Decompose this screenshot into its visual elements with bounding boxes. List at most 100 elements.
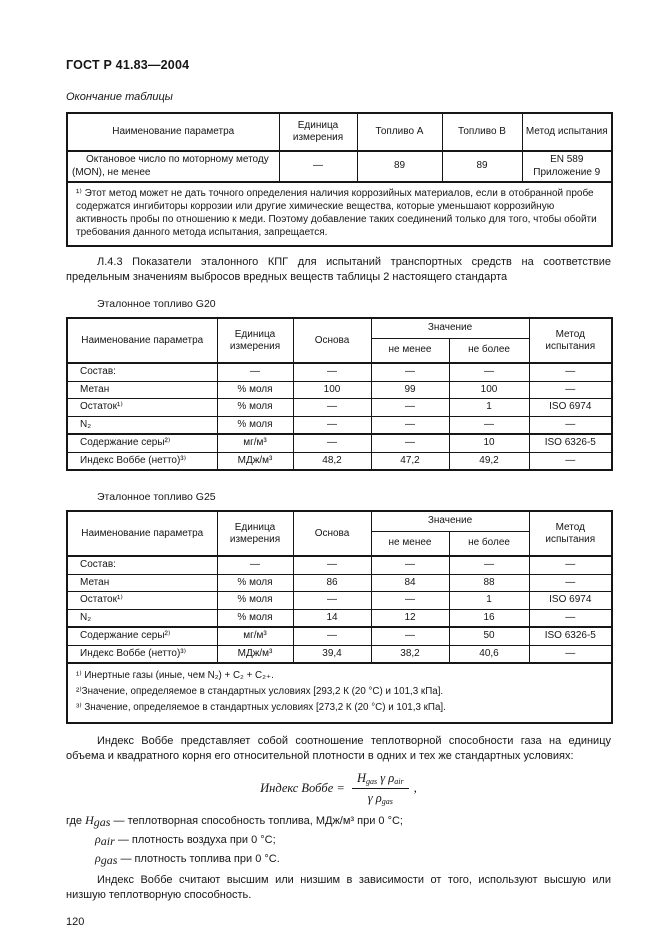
table-row: Индекс Воббе (нетто)³⁾ МДж/м³ 48,2 47,2 49,2… [66,451,613,471]
table-row: N₂% моля 14 12 16— [66,608,613,628]
column-header-unit: Единица измерения [216,510,294,557]
formula-denominator: γ ρgas [352,789,409,806]
column-header-value: Значение [370,317,530,339]
column-header-method: Метод испытания [528,510,613,557]
definition-symbol: H [85,813,94,827]
g25-table-footnotes: ¹⁾ Инертные газы (иные, чем N₂) + С₂ + С… [66,662,613,724]
table-caption-g25: Эталонное топливо G25 [97,491,216,503]
column-header-fuel-a: Топливо А [356,112,443,152]
table-cell: — [528,608,613,628]
table-cell: EN 589 Приложение 9 [521,150,613,183]
table-cell: — [448,415,530,435]
table-row: N₂% моля — — — — [66,415,613,435]
table-cell: — [292,398,372,417]
definition-line: ρgas — плотность топлива при 0 °С. [66,850,611,869]
table-cell: 100 [292,380,372,399]
table-cell: 1 [448,398,530,417]
formula-fraction: Hgas γ ρair γ ρgas [351,771,409,806]
table-cell: Состав: [66,362,218,382]
formula-lhs: Индекс Воббе [260,781,334,795]
column-header-basis: Основа [292,510,372,557]
table-cell: Индекс Воббе (нетто)³⁾ [66,644,218,664]
g25-table: Наименование параметра Единица измерения… [66,510,614,724]
column-header-fuel-b: Топливо В [441,112,523,152]
table-cell: 47,2 [370,451,450,471]
table-cell: 99 [370,380,450,399]
table-cell: — [292,626,372,646]
table-cell: — [528,362,613,382]
table-row: Содержание серы²⁾ мг/м³ — —50 ISO 6326-5 [66,626,613,646]
definition-subscript: air [100,834,115,848]
table-footnote: ¹⁾ Этот метод может не дать точного опре… [66,181,613,247]
formula-equals: = [336,781,345,795]
table-cell: ISO 6326-5 [528,433,613,453]
column-header-param: Наименование параметра [66,112,280,152]
g20-table-header: Наименование параметра Единица измерения… [66,317,613,364]
table-continuation-label: Окончание таблицы [66,91,173,103]
formula-comma: , [413,781,417,795]
table-cell: N₂ [66,608,218,628]
table-cell: % моля [216,573,294,592]
formula-subscript: gas [381,797,393,806]
table-footnote: ²⁾Значение, определяемое в стандартных у… [76,686,444,697]
column-header-max: не более [448,530,530,557]
table-cell: Состав: [66,555,218,575]
column-header-min: не менее [370,337,450,364]
table-cell: — [370,626,450,646]
table-cell: — [278,150,358,183]
definition-text: — теплотворная способность топлива, МДж/… [113,815,403,827]
table-row: Состав: — — — — — [66,555,613,575]
table-cell: МДж/м³ [216,644,294,664]
table-cell: 16 [448,608,530,628]
table-cell: 89 [441,150,523,183]
definition-text: — плотность воздуха при 0 °С; [117,834,276,846]
table-cell: 49,2 [448,451,530,471]
table-cell: 40,6 [448,644,530,664]
column-header-unit: Единица измерения [216,317,294,364]
table-cell: — [292,415,372,435]
formula-numerator: Hgas γ ρair [351,771,409,789]
table-cell: мг/м³ [216,626,294,646]
table-footnote: ¹⁾ Инертные газы (иные, чем N₂) + С₂ + С… [76,670,274,681]
table-footnote: ³⁾ Значение, определяемое в стандартных … [76,702,446,713]
table-cell: — [448,555,530,575]
table-cell: 12 [370,608,450,628]
table-footnote-cell: ¹⁾ Инертные газы (иные, чем N₂) + С₂ + С… [66,662,613,724]
table-cell: — [528,555,613,575]
column-header-unit: Единица измерения [278,112,358,152]
wobbe-closing-paragraph: Индекс Воббе считают высшим или низшим в… [66,874,611,901]
formula-subscript: air [394,777,404,786]
table-cell: 10 [448,433,530,453]
table-caption-g20: Эталонное топливо G20 [97,298,216,310]
table-cell: 100 [448,380,530,399]
table-cell: — [448,362,530,382]
formula-term: γ ρ [367,791,382,805]
column-header-basis: Основа [292,317,372,364]
table-cell: % моля [216,608,294,628]
column-header-value: Значение [370,510,530,532]
definition-line: ρair — плотность воздуха при 0 °С; [66,831,611,850]
table-cell: Октановое число по моторному методу (MON… [66,150,280,183]
formula-subscript: gas [365,777,378,786]
formula-definitions: где Hgas — теплотворная способность топл… [66,812,611,869]
definition-subscript: gas [100,853,118,867]
table-cell: 84 [370,573,450,592]
g20-table: Наименование параметра Единица измерения… [66,317,614,471]
definition-line: где Hgas — теплотворная способность топл… [66,812,611,831]
table-cell: Содержание серы²⁾ [66,433,218,453]
table-cell: Остаток¹⁾ [66,398,218,417]
table-cell: — [216,362,294,382]
table-cell: 50 [448,626,530,646]
wobbe-intro-paragraph: Индекс Воббе представляет собой соотноше… [66,735,611,762]
definition-subscript: gas [93,815,111,829]
table-cell: МДж/м³ [216,451,294,471]
table-cell: N₂ [66,415,218,435]
column-header-method: Метод испытания [528,317,613,364]
table-row: Индекс Воббе (нетто)³⁾ МДж/м³ 39,4 38,2 40,6… [66,644,613,664]
table-cell: — [528,644,613,664]
column-header-max: не более [448,337,530,364]
table-cell: ISO 6974 [528,591,613,610]
table-cell: ISO 6326-5 [528,626,613,646]
table-cell: ISO 6974 [528,398,613,417]
